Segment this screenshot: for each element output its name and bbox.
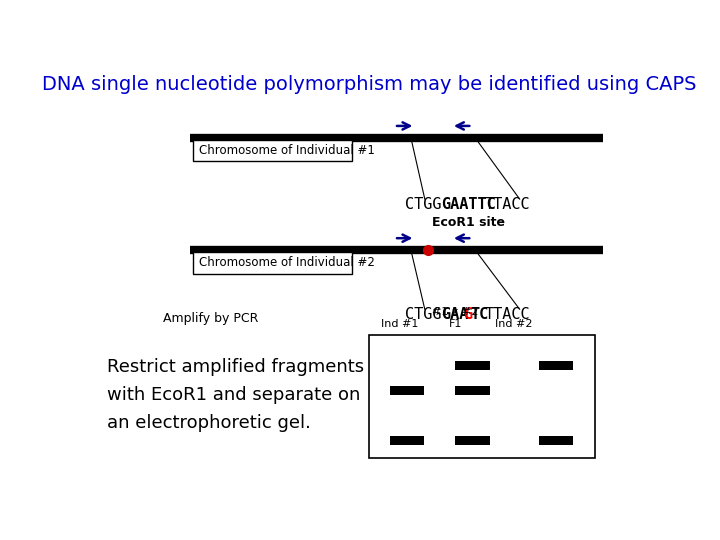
Bar <box>193 140 352 161</box>
Text: DNA single nucleotide polymorphism may be identified using CAPS: DNA single nucleotide polymorphism may b… <box>42 75 696 94</box>
Text: Amplify by PCR: Amplify by PCR <box>163 312 258 325</box>
Text: TTACC: TTACC <box>485 307 530 322</box>
Text: Chromosome of Individual #2: Chromosome of Individual #2 <box>199 256 374 269</box>
Bar <box>455 361 490 370</box>
Bar <box>455 386 490 395</box>
Text: with EcoR1 and separate on: with EcoR1 and separate on <box>107 386 360 404</box>
Text: TTACC: TTACC <box>485 197 530 212</box>
Bar <box>390 436 424 446</box>
Bar <box>390 386 424 395</box>
Bar <box>369 335 595 458</box>
Text: #1 x #2
F1: #1 x #2 F1 <box>432 307 479 329</box>
Text: an electrophoretic gel.: an electrophoretic gel. <box>107 415 310 433</box>
Text: CTGG: CTGG <box>405 307 441 322</box>
Text: CTGG: CTGG <box>405 197 441 212</box>
Text: TC: TC <box>470 307 488 322</box>
Text: G: G <box>463 307 472 322</box>
Bar <box>539 436 573 446</box>
Text: GAATTC: GAATTC <box>441 197 496 212</box>
Text: Chromosome of Individual #1: Chromosome of Individual #1 <box>199 144 374 157</box>
Bar <box>455 436 490 446</box>
Text: GAA: GAA <box>441 307 469 322</box>
Text: Restrict amplified fragments: Restrict amplified fragments <box>107 358 364 376</box>
Bar <box>193 252 352 274</box>
Text: Ind #2: Ind #2 <box>495 319 533 329</box>
Bar <box>539 361 573 370</box>
Text: EcoR1 site: EcoR1 site <box>432 217 505 230</box>
Text: Ind #1: Ind #1 <box>381 319 418 329</box>
